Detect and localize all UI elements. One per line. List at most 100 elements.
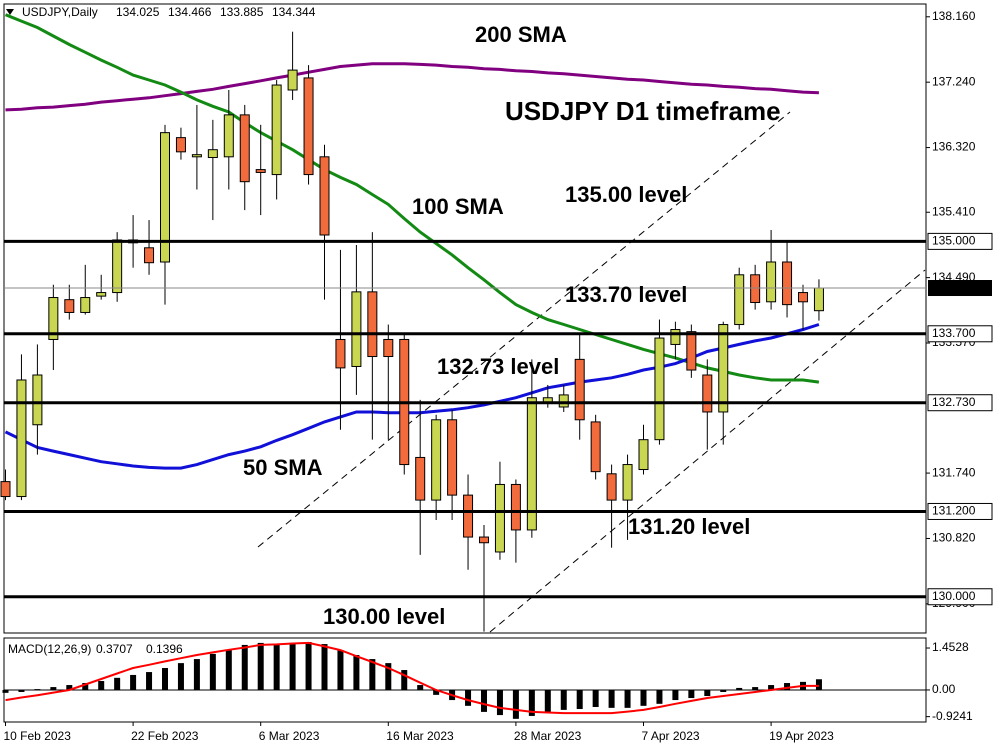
menu-arrow [6,9,14,15]
x-tick-label: 19 Apr 2023 [769,729,834,743]
sma-line [4,323,820,470]
macd-bar [146,672,153,690]
level-label: 133.700 [932,326,976,340]
macd-bar [162,668,168,690]
header-low: 133.885 [220,5,264,19]
header-high: 134.466 [168,5,212,19]
candle-body [32,374,43,426]
candle-body [144,247,155,264]
y-tick-label: 1.4528 [932,640,969,654]
level-annotation: 133.70 level [565,282,687,307]
candle-body [798,292,808,303]
macd-bar [433,689,440,695]
macd-bar [417,685,424,690]
macd-bar [130,674,137,690]
macd-bar [720,689,727,692]
candle-body [64,299,75,313]
macd-bar [496,689,503,716]
macd-bar [752,687,759,690]
macd-bar [50,687,57,690]
macd-bar [177,663,184,690]
level-label-box [927,325,993,343]
candle-body [702,374,713,413]
symbol-label: USDJPY,Daily [22,5,98,19]
macd-bar [18,689,25,692]
macd-bar [624,689,631,708]
candle-body [48,297,59,340]
price-panel [3,3,927,634]
level-annotation: 132.73 level [437,354,559,379]
candle-body [574,358,585,421]
candle-body [367,291,378,358]
candle-body [479,536,489,544]
macd-bar [481,689,487,712]
macd-bar [576,689,583,710]
candle-body [686,331,697,371]
candle-body [750,274,761,304]
level-label: 132.730 [932,395,976,409]
macd-bar [672,689,679,701]
candle-body [670,329,681,345]
candle-body [96,292,107,297]
x-tick-label: 7 Apr 2023 [642,729,700,743]
y-tick-label: 131.740 [932,465,976,479]
macd-bar [656,689,663,704]
macd-bar [592,689,599,707]
macd-bar [528,689,535,716]
candle-body [271,84,282,176]
candle-body [782,261,793,306]
macd-bar [98,681,105,690]
level-label: 135.000 [932,234,976,248]
level-annotation: 135.00 level [565,182,687,207]
macd-bar [768,685,775,690]
macd-bar [209,653,216,690]
y-tick-label: 138.160 [932,9,976,23]
candle-body [351,291,362,367]
candle-body [718,324,729,413]
header-close: 134.344 [272,5,316,19]
macd-panel [3,637,927,723]
candle-body [207,149,218,159]
macd-bar [369,659,376,690]
y-tick-label: -0.9241 [932,709,973,723]
channel-line [489,269,926,633]
macd-bar [784,683,791,690]
candle-body [16,379,27,498]
macd-bar [305,642,312,690]
x-tick-label: 16 Mar 2023 [386,729,454,743]
macd-bar [82,683,89,690]
macd-bar [815,679,822,690]
macd-bar [608,689,615,708]
candle-body [526,397,537,531]
macd-bar [289,642,296,690]
level-label-box [927,588,993,606]
macd-bar [321,644,328,690]
candle-body [813,287,824,312]
sma-label: 100 SMA [412,194,504,219]
level-annotation: 131.20 level [628,514,750,539]
signal-value: 0.1396 [146,642,183,656]
macd-bar [544,689,551,714]
candle-body [654,337,665,441]
channel-line [257,111,791,548]
x-tick-label: 6 Mar 2023 [259,729,320,743]
macd-bar [560,689,567,710]
candle-body [335,338,346,369]
candle-body [558,394,569,408]
y-tick-label: 0.00 [932,682,956,696]
candle-body [431,419,442,501]
candle-body [510,483,521,531]
candle-body [255,169,266,173]
macd-bar [385,663,392,690]
macd-bar [465,689,472,706]
sma-label: 50 SMA [243,455,323,480]
candle-body [319,156,330,236]
y-tick-label: 130.820 [932,531,976,545]
candle-body [734,274,745,326]
macd-bar [736,687,743,690]
candle-body [622,464,633,501]
candle-body [463,494,474,538]
candle-body [80,297,91,313]
candle-body [239,114,250,183]
